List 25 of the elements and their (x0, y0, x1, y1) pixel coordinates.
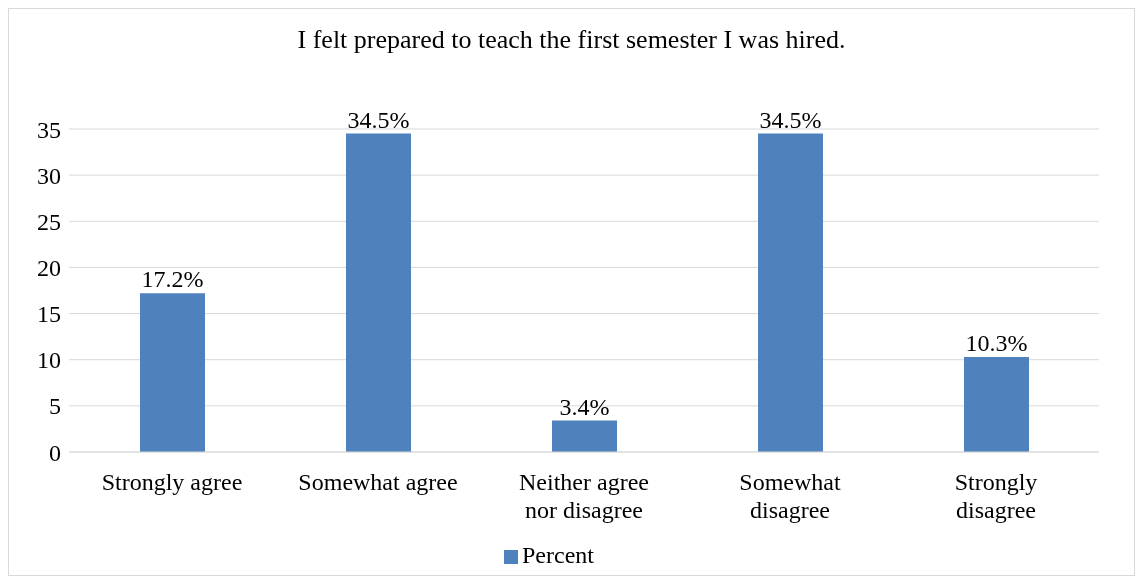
data-label: 34.5% (759, 106, 822, 133)
bar (758, 133, 823, 452)
data-label: 10.3% (965, 329, 1028, 356)
y-tick-label: 20 (37, 254, 61, 281)
y-tick-label: 30 (37, 162, 61, 189)
bar (552, 420, 617, 452)
x-tick-label: Strongly agree (101, 468, 243, 495)
x-tick-label: Neither agree nor disagree (519, 468, 649, 524)
x-tick-label: Strongly disagree (954, 468, 1038, 524)
x-tick-label: Somewhat disagree (739, 468, 841, 524)
data-label: 3.4% (559, 393, 610, 420)
data-label: 34.5% (347, 106, 410, 133)
y-tick-label: 25 (37, 208, 61, 235)
x-tick-label: Somewhat agree (298, 468, 458, 495)
chart-title: I felt prepared to teach the first semester I was hired. (296, 25, 847, 55)
y-tick-label: 15 (37, 301, 61, 328)
legend-label: Percent (522, 542, 594, 568)
y-tick-label: 5 (49, 393, 61, 420)
y-tick-label: 10 (37, 347, 61, 374)
bar (346, 133, 411, 452)
bar (964, 356, 1029, 452)
y-tick-label: 35 (37, 116, 61, 143)
y-tick-label: 0 (49, 439, 61, 466)
bar (140, 293, 205, 452)
data-label: 17.2% (141, 266, 204, 293)
